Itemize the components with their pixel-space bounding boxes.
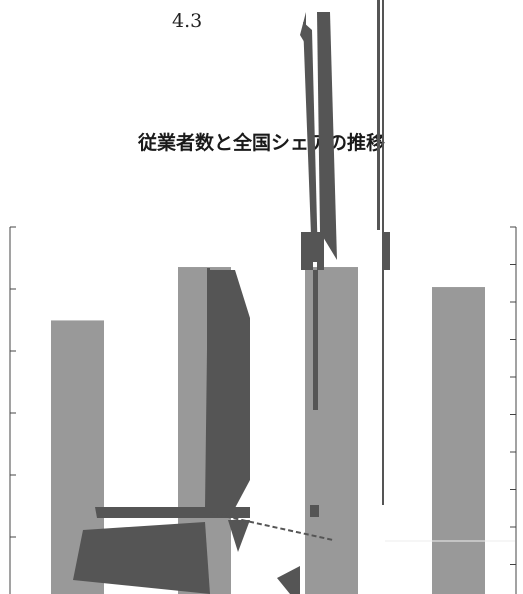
section-number: 4.3 xyxy=(172,10,203,32)
overlay-shape xyxy=(73,522,210,594)
left-y-axis xyxy=(9,226,16,594)
overlay-shape xyxy=(301,232,313,270)
trend-line xyxy=(209,512,334,541)
overlay-shape xyxy=(377,0,380,230)
bar xyxy=(432,287,485,594)
overlay-shape xyxy=(205,270,250,508)
overlay-shape xyxy=(383,232,390,270)
overlay-shape xyxy=(277,566,300,594)
right-y-axis xyxy=(510,226,517,594)
overlay-shape xyxy=(95,507,250,518)
overlay-shape xyxy=(228,520,250,552)
bar xyxy=(305,267,358,594)
overlay-shape xyxy=(317,12,337,260)
overlay-shape xyxy=(317,232,324,270)
overlay-shape xyxy=(303,22,318,262)
overlay-shape xyxy=(313,270,318,410)
overlay-shape xyxy=(207,268,210,508)
overlay-artifacts xyxy=(73,0,390,594)
overlay-shape xyxy=(310,505,319,517)
